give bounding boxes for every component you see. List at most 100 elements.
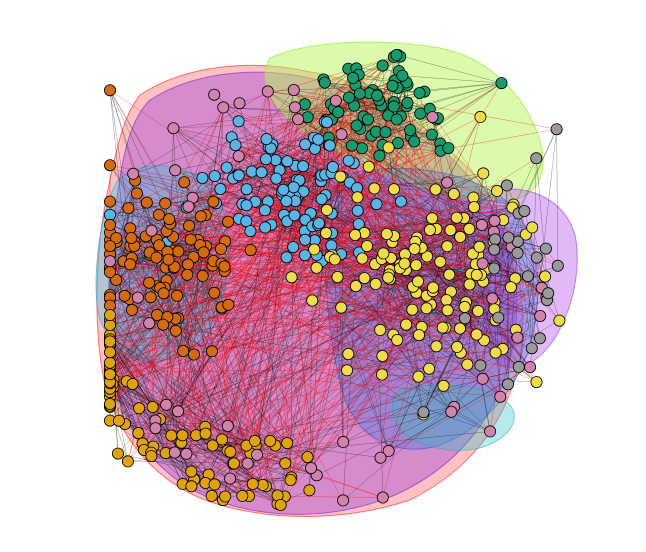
edge-between-1458 [148,85,393,283]
node-yellow-277 [358,272,371,285]
node-blue-145 [229,139,242,152]
node-blue-75 [352,218,365,231]
node-orange-233 [125,231,138,244]
node-yellow-338 [406,303,419,316]
node-pink-520 [337,494,350,507]
node-pink-523 [143,317,156,330]
edge-between-1696 [310,307,342,469]
node-yellow-351 [412,329,425,342]
node-gray-555 [500,179,513,192]
node-pink-509 [376,491,389,504]
node-yellow-301 [443,268,456,281]
node-green-46 [408,135,421,148]
node-gray-550 [458,312,471,325]
edge-within-550 [109,252,150,298]
node-gray-551 [539,242,552,255]
node-yellow-368 [427,281,440,294]
node-pink-510 [511,331,524,344]
node-yellow-275 [331,270,344,283]
node-yellow-298 [539,270,552,283]
node-gold-451 [146,400,159,413]
edge-between-1900 [181,134,342,443]
node-orange-223 [169,324,182,337]
edge-between-1722 [380,384,509,458]
node-gold-458 [112,447,125,460]
node-gray-558 [518,204,531,217]
edge-between-1579 [183,182,292,478]
edge-within-531 [130,245,195,355]
node-orange-249 [144,291,157,304]
edge-between-1943 [197,239,480,248]
edge-between-1573 [203,252,448,311]
node-blue-158 [277,183,290,196]
edge-between-1678 [155,163,354,421]
node-yellow-297 [423,362,436,375]
node-green-0 [495,77,508,90]
node-orange-201 [183,219,196,232]
edge-within-1197 [494,239,529,277]
node-gray-562 [492,311,505,324]
node-orange-169 [159,197,172,210]
node-gray-554 [417,406,430,419]
node-yellow-379 [398,257,411,270]
node-gold-483 [104,335,117,348]
node-gold-481 [227,457,240,470]
node-orange-231 [177,344,190,357]
edge-between-1474 [242,495,383,498]
edge-within-267 [220,121,239,190]
node-yellow-307 [349,280,362,293]
edge-spoke-1350 [151,230,317,476]
node-yellow-375 [320,227,333,240]
node-orange-251 [222,298,235,311]
node-yellow-269 [410,259,423,272]
node-yellow-373 [489,346,502,359]
node-pink-496 [167,122,180,135]
node-yellow-364 [458,300,471,313]
edge-spoke-1391 [113,189,395,387]
node-pink-491 [305,462,318,475]
edge-between-1777 [136,193,383,375]
edge-spoke-1390 [227,116,401,451]
edge-between-1930 [171,94,378,436]
edge-between-1517 [145,204,514,237]
node-green-21 [414,107,427,120]
edge-between-1689 [175,330,444,387]
edge-between-1748 [109,90,295,216]
node-green-35 [342,91,355,104]
edge-between-1922 [380,141,415,458]
node-yellow-374 [470,328,483,341]
edge-between-1652 [264,210,292,478]
edge-between-1763 [211,249,495,352]
node-yellow-378 [382,271,395,284]
edge-within-1148 [155,182,448,429]
node-orange-245 [184,233,197,246]
node-green-54 [298,98,311,111]
edge-within-439 [109,90,170,220]
edge-within-754 [375,283,394,335]
node-pink-537 [374,451,387,464]
node-orange-259 [222,215,235,228]
node-orange-187 [104,195,117,208]
edge-within-1169 [257,431,491,455]
node-gold-442 [246,477,259,490]
node-pink-530 [241,457,254,470]
edge-between-1950 [247,456,308,464]
node-blue-148 [255,166,268,179]
node-blue-95 [270,172,283,185]
node-yellow-303 [440,294,453,307]
edge-between-1907 [157,277,389,316]
node-yellow-369 [426,212,439,225]
edge-within-1134 [494,266,501,397]
node-pink-524 [288,101,301,114]
node-yellow-345 [335,301,348,314]
node-gold-447 [104,346,117,359]
node-orange-246 [178,176,191,189]
node-yellow-289 [285,271,298,284]
node-yellow-372 [526,221,539,234]
node-gold-472 [145,450,158,463]
node-gray-559 [488,262,501,275]
node-blue-162 [298,249,311,262]
node-orange-264 [143,276,156,289]
edge-between-1849 [143,91,269,451]
